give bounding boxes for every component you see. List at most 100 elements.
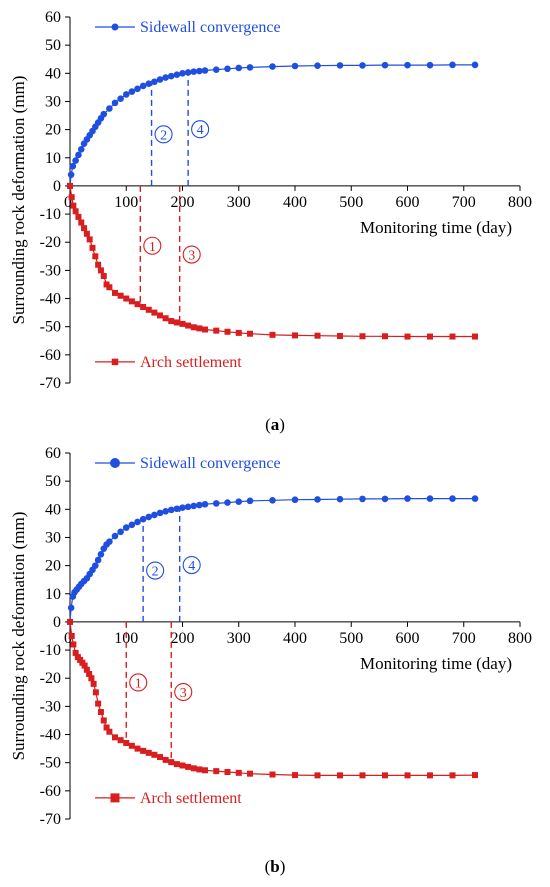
data-point xyxy=(151,751,158,758)
data-point xyxy=(190,68,198,75)
legend-label: Sidewall convergence xyxy=(140,455,281,472)
data-point xyxy=(292,772,298,779)
data-point xyxy=(117,95,124,102)
data-point xyxy=(449,61,456,69)
x-tick-label: 100 xyxy=(114,194,138,211)
x-tick-label: 0 xyxy=(64,194,72,211)
data-point xyxy=(81,225,88,232)
data-point xyxy=(449,333,456,340)
x-axis-title: Monitoring time (day) xyxy=(360,654,512,673)
data-point xyxy=(168,759,175,766)
data-point xyxy=(67,182,73,189)
data-point xyxy=(224,65,231,73)
data-point xyxy=(314,332,321,339)
data-point xyxy=(404,495,411,502)
data-point xyxy=(167,72,175,80)
data-point xyxy=(92,689,99,696)
data-point xyxy=(157,754,163,761)
data-point xyxy=(291,496,299,504)
x-tick-label: 400 xyxy=(283,630,307,647)
x-tick-label: 500 xyxy=(339,194,363,211)
data-point xyxy=(472,333,478,340)
data-point xyxy=(139,82,147,90)
data-point xyxy=(246,64,254,71)
data-point xyxy=(100,273,107,280)
stage-marker-circle xyxy=(182,245,201,264)
data-point xyxy=(72,157,79,164)
data-point xyxy=(185,763,192,770)
y-tick-label: -60 xyxy=(40,347,61,364)
data-point xyxy=(134,745,141,752)
data-point xyxy=(179,762,186,769)
y-tick-label: -70 xyxy=(40,375,61,392)
data-point xyxy=(145,749,152,756)
data-point xyxy=(70,641,77,648)
data-point xyxy=(426,495,434,502)
y-tick-label: 20 xyxy=(45,122,61,139)
data-point xyxy=(404,333,411,340)
data-point xyxy=(471,61,479,69)
x-tick-label: 0 xyxy=(64,630,72,647)
data-point xyxy=(122,524,130,531)
data-point xyxy=(247,770,253,777)
data-point xyxy=(292,332,298,339)
data-point xyxy=(156,509,164,517)
x-tick-label: 200 xyxy=(171,194,195,211)
x-tick-label: 700 xyxy=(452,194,476,211)
data-point xyxy=(123,295,130,302)
y-tick-label: -30 xyxy=(40,262,61,279)
data-point xyxy=(381,495,389,503)
data-point xyxy=(128,742,135,749)
y-tick-label: -10 xyxy=(40,642,61,659)
data-point xyxy=(196,501,203,509)
data-point xyxy=(337,332,343,339)
data-point xyxy=(314,62,321,70)
data-point xyxy=(106,105,113,112)
y-tick-label: 60 xyxy=(45,9,61,26)
stage-marker-circle xyxy=(146,561,165,580)
data-point xyxy=(151,78,158,86)
data-point xyxy=(117,528,124,536)
panel-caption-letter: a xyxy=(271,415,280,434)
y-tick-label: 40 xyxy=(45,501,61,518)
data-point xyxy=(173,761,180,768)
data-point xyxy=(269,496,276,504)
data-point xyxy=(112,289,118,296)
data-point xyxy=(196,67,203,75)
stage-marker-circle xyxy=(174,682,193,702)
data-point xyxy=(162,315,169,322)
data-point xyxy=(404,772,411,779)
data-point xyxy=(128,521,136,529)
stage-marker-label: 2 xyxy=(160,128,167,143)
data-point xyxy=(179,70,186,77)
data-point xyxy=(235,769,242,776)
data-point xyxy=(202,326,208,333)
data-point xyxy=(184,503,192,511)
y-axis-title: Surrounding rock deformation (mm) xyxy=(9,76,28,325)
data-point xyxy=(426,61,434,69)
y-tick-label: -50 xyxy=(40,755,61,772)
data-point xyxy=(94,556,102,564)
stage-marker-circle xyxy=(143,236,162,255)
data-point xyxy=(97,267,104,274)
data-point xyxy=(196,766,203,773)
data-point xyxy=(235,498,243,506)
y-tick-label: -20 xyxy=(40,670,61,687)
data-point xyxy=(68,194,75,201)
stage-marker-label: 4 xyxy=(197,123,204,138)
y-tick-label: -60 xyxy=(40,783,61,800)
data-point xyxy=(168,318,175,325)
data-point xyxy=(427,772,433,779)
x-tick-label: 300 xyxy=(227,194,251,211)
legend-marker xyxy=(111,23,119,31)
y-tick-label: 50 xyxy=(45,473,61,490)
x-tick-label: 600 xyxy=(396,630,420,647)
data-point xyxy=(235,64,243,72)
data-point xyxy=(173,505,181,513)
data-point xyxy=(224,499,231,506)
data-point xyxy=(359,62,366,69)
data-point xyxy=(449,495,456,502)
data-point xyxy=(89,244,96,251)
